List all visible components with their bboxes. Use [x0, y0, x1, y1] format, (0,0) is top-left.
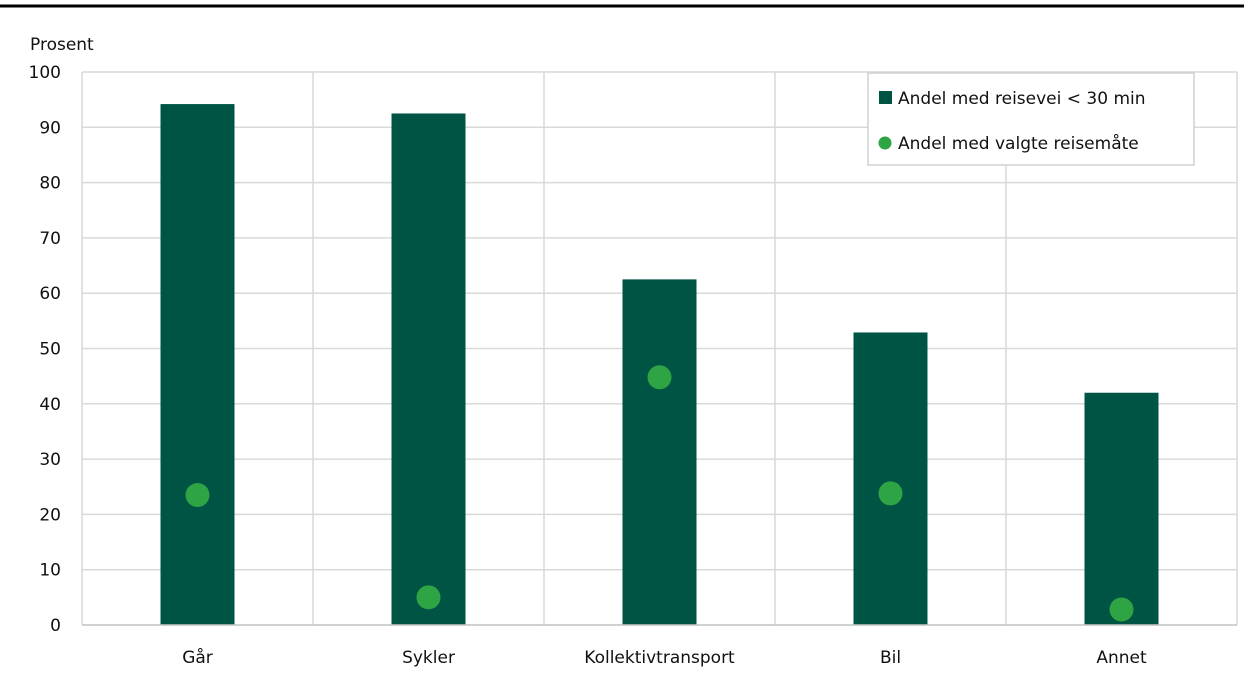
- data-point: [416, 585, 441, 610]
- bar-series: [160, 104, 1159, 626]
- y-tick-label: 100: [29, 63, 61, 83]
- y-axis-title: Prosent: [30, 35, 94, 55]
- x-category-label: Bil: [880, 648, 901, 668]
- data-point: [185, 483, 210, 508]
- data-point: [1109, 597, 1134, 622]
- y-tick-label: 60: [39, 284, 61, 304]
- legend-swatch-point: [878, 136, 892, 150]
- legend-box: [867, 72, 1195, 166]
- legend-label-point: Andel med valgte reisemåte: [898, 133, 1139, 154]
- data-point: [647, 365, 672, 390]
- y-tick-label: 20: [39, 505, 61, 525]
- legend: Andel med reisevei < 30 min Andel med va…: [867, 72, 1195, 166]
- y-tick-label: 50: [39, 340, 61, 360]
- y-axis-ticks: 0 10 20 30 40 50 60 70 80 90 100: [29, 63, 61, 636]
- y-tick-label: 70: [39, 229, 61, 249]
- bar: [853, 332, 928, 625]
- y-tick-label: 30: [39, 450, 61, 470]
- y-tick-label: 0: [50, 616, 61, 636]
- y-tick-label: 10: [39, 561, 61, 581]
- x-axis-categories: Går Sykler Kollektivtransport Bil Annet: [182, 647, 1147, 668]
- legend-swatch-bar: [879, 91, 892, 104]
- y-tick-label: 90: [39, 118, 61, 138]
- x-category-label: Sykler: [402, 648, 455, 668]
- x-category-label: Går: [182, 647, 213, 668]
- bar: [622, 279, 697, 625]
- x-category-label: Kollektivtransport: [584, 648, 735, 668]
- point-series: [185, 365, 1134, 622]
- y-tick-label: 80: [39, 174, 61, 194]
- bar: [391, 113, 466, 625]
- legend-label-bar: Andel med reisevei < 30 min: [898, 89, 1146, 109]
- bar: [1084, 392, 1159, 625]
- y-tick-label: 40: [39, 395, 61, 415]
- x-category-label: Annet: [1096, 648, 1147, 668]
- bar: [160, 104, 235, 626]
- data-point: [878, 481, 903, 506]
